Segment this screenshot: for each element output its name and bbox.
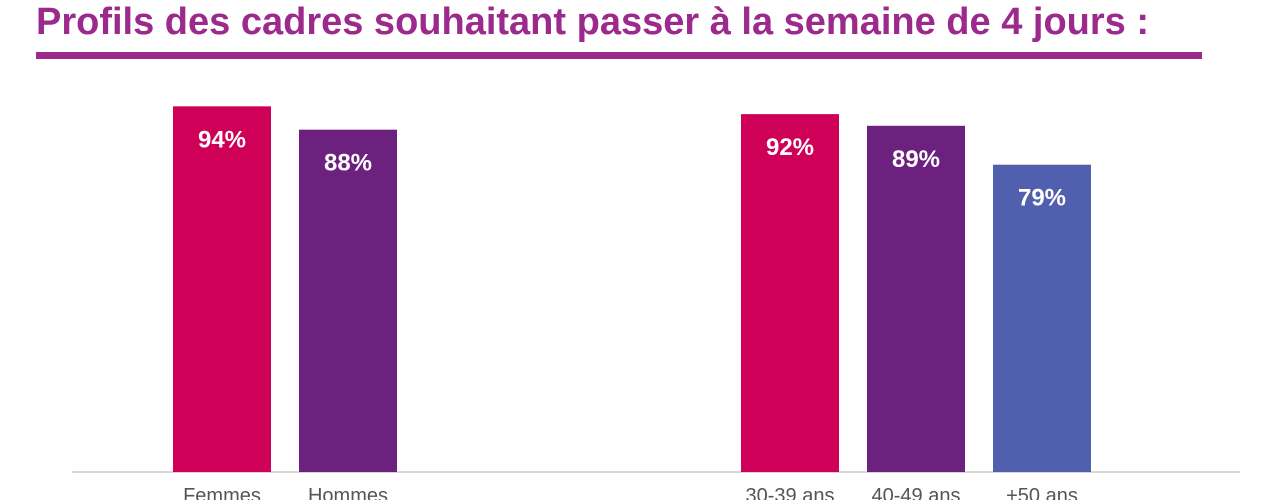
category-label-femmes: Femmes [183,485,261,500]
value-label-hommes: 88% [324,150,372,177]
category-label-50-ans: +50 ans [1006,485,1078,500]
bar-40-49-ans [867,125,965,472]
bar-hommes [299,129,397,472]
bar-femmes [173,106,271,472]
page-title: Profils des cadres souhaitant passer à l… [36,1,1150,43]
bars-group: 94% Femmes 88% Hommes 92% 30-39 ans 89% 40-49 a… [173,106,1091,500]
category-label-hommes: Hommes [308,485,388,500]
value-label-40-49-ans: 89% [892,146,940,173]
bar-50-ans [993,164,1091,472]
value-label-30-39-ans: 92% [766,134,814,161]
value-label-50-ans: 79% [1018,185,1066,212]
bar-30-39-ans [741,114,839,473]
category-label-30-39-ans: 30-39 ans [746,485,835,500]
title-underline [36,52,1202,59]
category-label-40-49-ans: 40-49 ans [872,485,961,500]
value-label-femmes: 94% [198,126,246,153]
